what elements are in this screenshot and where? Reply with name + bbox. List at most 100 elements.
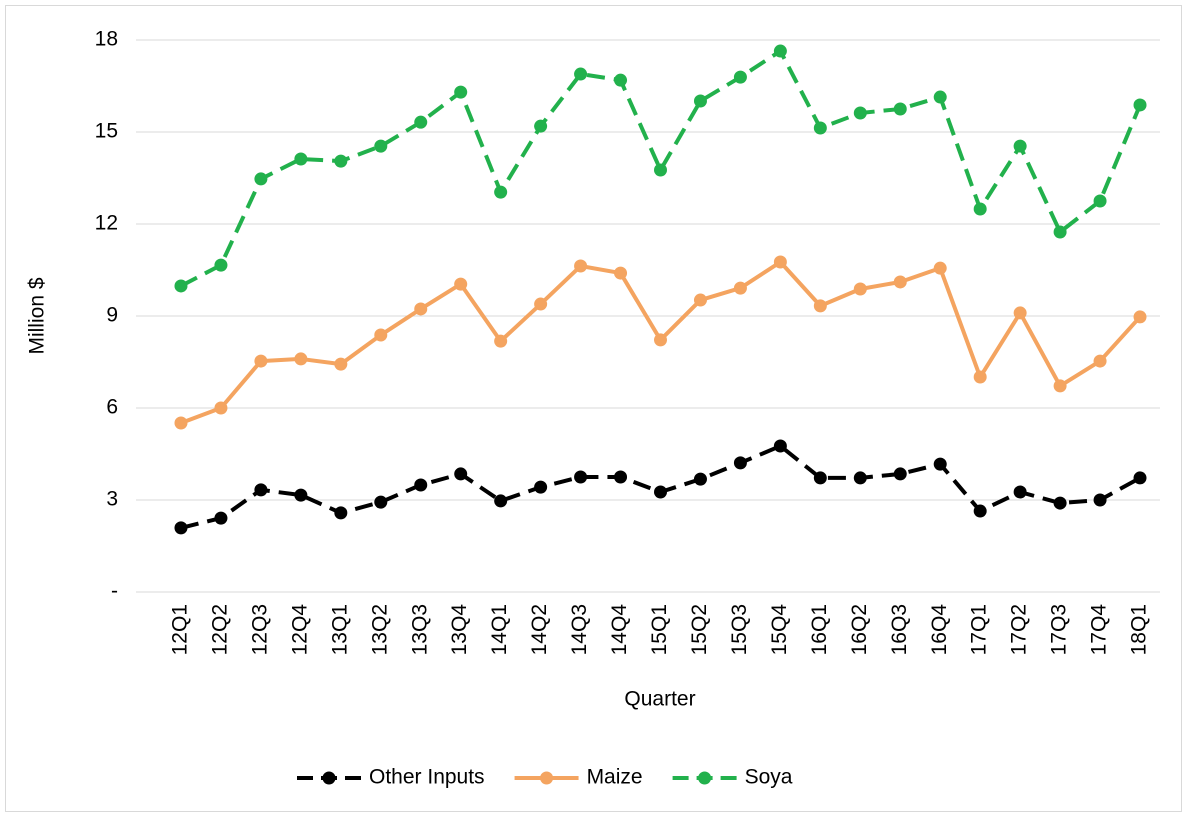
y-tick-label: - [111,580,118,603]
x-tick-label: 17Q4 [1088,604,1111,656]
data-point [374,495,388,509]
data-point [414,302,428,316]
data-point [733,456,747,470]
data-point [853,106,867,120]
x-tick-label: 13Q4 [448,604,471,656]
data-point [973,370,987,384]
data-point [214,401,228,415]
data-point [534,480,548,494]
legend-marker [322,771,336,785]
x-tick-label: 15Q3 [728,604,751,655]
data-point [654,333,667,347]
data-point [693,94,707,108]
data-point [414,115,428,129]
y-tick-label: 15 [95,120,118,143]
data-point [853,471,867,485]
y-tick-label: 18 [95,28,118,51]
x-tick-label: 15Q1 [648,604,671,655]
data-point [693,293,707,307]
legend-label: Soya [745,766,793,789]
y-axis-title: Million $ [26,277,49,354]
data-point [933,261,947,275]
x-tick-label: 16Q4 [928,604,951,656]
x-tick-label: 12Q4 [288,604,311,656]
data-point [973,202,987,216]
data-point [654,485,667,499]
data-point [773,255,787,269]
data-point [1013,139,1027,153]
x-tick-label: 13Q1 [328,604,351,655]
data-point [813,471,827,485]
data-point [494,494,508,508]
legend-marker [540,771,554,785]
data-point [1013,306,1027,320]
data-point [534,297,548,311]
y-tick-label: 12 [95,212,118,235]
x-tick-label: 14Q2 [528,604,551,655]
data-point [1053,379,1067,393]
data-point [574,470,588,484]
data-point [654,163,667,177]
x-tick-label: 16Q2 [848,604,871,655]
x-tick-label: 17Q2 [1008,604,1031,655]
data-point [214,258,228,272]
data-point [893,275,907,289]
data-point [1133,471,1147,485]
data-point [893,102,907,116]
data-point [893,467,907,481]
data-point [933,90,947,104]
data-point [254,172,268,186]
data-point [1133,98,1147,112]
data-point [574,67,588,81]
data-point [1093,354,1107,368]
data-point [773,44,787,58]
data-point [374,328,388,342]
data-point [254,483,268,497]
data-point [1093,493,1107,507]
data-point [933,457,947,471]
y-tick-label: 9 [106,304,118,327]
data-point [494,185,508,199]
legend-label: Maize [587,766,643,789]
data-point [374,139,388,153]
data-point [813,299,827,313]
data-point [334,506,348,520]
x-tick-label: 16Q1 [808,604,831,655]
data-point [733,70,747,84]
data-point [294,152,308,166]
data-point [414,478,428,492]
x-tick-label: 14Q3 [568,604,591,655]
data-point [973,504,987,518]
x-axis-title: Quarter [624,688,695,711]
x-tick-label: 13Q2 [368,604,391,655]
y-tick-label: 6 [106,396,118,419]
data-point [574,259,588,273]
x-tick-label: 17Q1 [968,604,991,655]
x-tick-label: 14Q4 [608,604,631,656]
data-point [214,511,228,525]
x-tick-label: 16Q3 [888,604,911,655]
legend-label: Other Inputs [369,766,485,789]
data-point [693,472,707,486]
x-tick-label: 13Q3 [408,604,431,655]
legend-marker [698,771,712,785]
data-point [733,281,747,295]
data-point [614,73,628,87]
data-point [1053,225,1067,239]
data-point [614,266,628,280]
data-point [773,439,787,453]
data-point [334,357,348,371]
data-point [174,279,188,293]
data-point [294,352,308,366]
data-point [1013,485,1027,499]
data-point [454,277,468,291]
data-point [1093,194,1107,208]
data-point [334,154,348,168]
data-point [614,470,628,484]
y-tick-label: 3 [106,488,118,511]
data-point [1133,310,1147,324]
data-point [454,85,468,99]
data-point [294,488,308,502]
x-tick-label: 12Q2 [208,604,231,655]
